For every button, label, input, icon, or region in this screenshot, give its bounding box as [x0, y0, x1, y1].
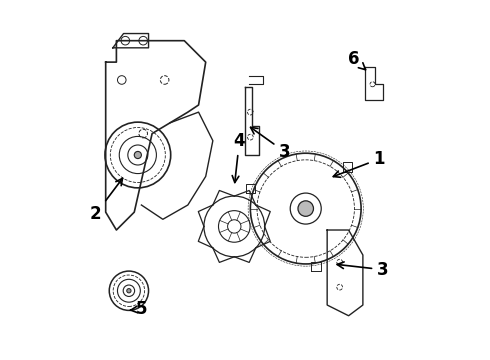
- Text: 3: 3: [250, 127, 291, 161]
- Circle shape: [127, 289, 131, 293]
- Circle shape: [298, 201, 314, 216]
- Text: 4: 4: [232, 132, 245, 183]
- Text: 6: 6: [348, 50, 366, 70]
- Text: 2: 2: [90, 178, 122, 223]
- Text: 5: 5: [130, 300, 147, 318]
- Text: 1: 1: [333, 150, 385, 177]
- Text: 3: 3: [337, 261, 389, 279]
- Circle shape: [134, 152, 142, 158]
